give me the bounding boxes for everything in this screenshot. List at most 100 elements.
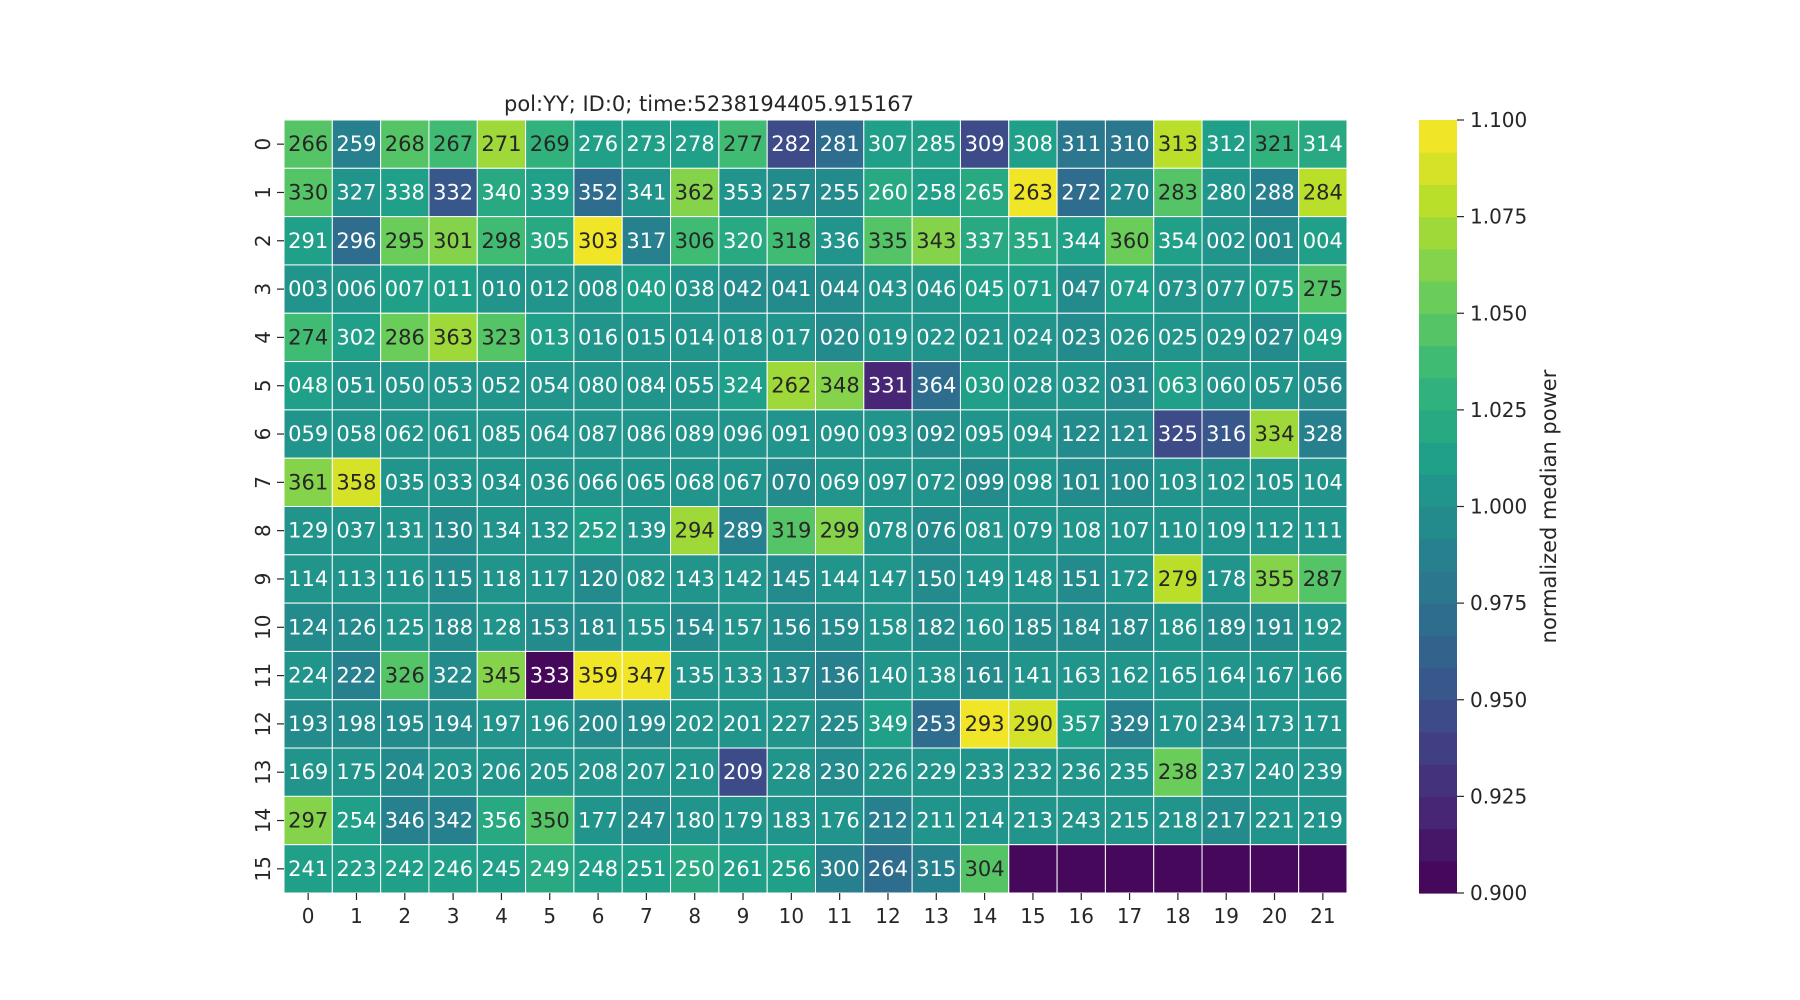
cell-label: 316 [1206,422,1246,446]
x-tick-label: 15 [1020,904,1045,928]
cell-label: 210 [675,760,715,784]
heatmap-cell [1298,650,1348,701]
heatmap-cell [1056,747,1106,797]
heatmap-cell [1249,844,1300,894]
cell-label: 234 [1206,712,1246,736]
heatmap-cell [1153,312,1203,363]
heatmap-cells: 266 259 268 267 271 269 276 273 278 277 282 281 307 2… [283,119,1348,894]
heatmap-cell [573,312,623,363]
cell-label: 320 [723,229,763,253]
heatmap-cell [1153,457,1203,508]
heatmap-cell [766,409,816,459]
heatmap-cell [1298,554,1348,604]
cell-label: 082 [626,567,666,591]
cell-label: 202 [675,712,715,736]
cell-label: 173 [1254,712,1294,736]
cell-label: 259 [336,132,376,156]
cell-label: 171 [1303,712,1343,736]
cell-label: 043 [868,277,908,301]
cell-label: 113 [336,567,376,591]
cell-label: 130 [433,519,473,543]
colorbar-segment [1419,570,1457,604]
cell-label: 115 [433,567,473,591]
cell-label: 010 [481,277,521,301]
cell-label: 120 [578,567,618,591]
heatmap-cell [670,312,720,363]
cell-label: 356 [481,809,521,833]
cell-label: 102 [1206,470,1246,494]
cell-label: 041 [771,277,811,301]
cell-label: 232 [1013,760,1053,784]
colorbar-segment [1419,281,1457,314]
cell-label: 075 [1254,277,1294,301]
cell-label: 360 [1110,229,1150,253]
heatmap-cell [1153,119,1203,169]
x-tick-label: 13 [924,904,949,928]
cell-label: 078 [868,519,908,543]
cell-label: 310 [1110,132,1150,156]
heatmap-cell [1056,699,1106,749]
heatmap-cell [1201,795,1251,846]
heatmap-cell [1298,795,1348,846]
heatmap-cell [1249,264,1300,314]
heatmap-cell [1153,602,1203,652]
cell-label: 282 [771,132,811,156]
cell-label: 331 [868,374,908,398]
cell-label: 133 [723,664,763,688]
cell-label: 101 [1061,470,1101,494]
colorbar-segment [1419,699,1457,733]
cell-label: 150 [916,567,956,591]
cell-label: 092 [916,422,956,446]
cell-label: 235 [1110,760,1150,784]
x-tick-label: 10 [779,904,804,928]
colorbar-segment [1419,184,1457,218]
colorbar-segment [1419,474,1457,508]
cell-label: 309 [965,132,1005,156]
cell-label: 091 [771,422,811,446]
cell-label: 306 [675,229,715,253]
cell-label: 024 [1013,325,1053,349]
cell-label: 011 [433,277,473,301]
cell-label: 211 [916,809,956,833]
cell-label: 346 [385,809,425,833]
heatmap-cell [573,795,623,846]
heatmap-cell [525,361,575,411]
cell-label: 217 [1206,809,1246,833]
cell-label: 049 [1303,325,1343,349]
heatmap-cell [1008,554,1058,604]
y-tick-label: 15 [251,856,275,881]
heatmap-cell [1008,264,1058,314]
cell-label: 237 [1206,760,1246,784]
cell-label: 337 [965,229,1005,253]
heatmap-cell [525,457,575,508]
cell-label: 252 [578,519,618,543]
cell-label: 299 [820,519,860,543]
y-tick-label: 5 [251,379,275,392]
cell-label: 295 [385,229,425,253]
cell-label: 085 [481,422,521,446]
cell-label: 068 [675,470,715,494]
heatmap-cell [1249,361,1300,411]
heatmap-cell [1008,409,1058,459]
heatmap-cell [670,650,720,701]
cell-label: 067 [723,470,763,494]
cell-label: 242 [385,857,425,881]
cell-label: 076 [916,519,956,543]
cell-label: 033 [433,470,473,494]
heatmap-cell [670,457,720,508]
cell-label: 240 [1254,760,1294,784]
cell-label: 021 [965,325,1005,349]
heatmap-cell [1104,361,1155,411]
colorbar-segment [1419,409,1457,443]
y-tick-label: 3 [251,283,275,296]
cell-label: 327 [336,180,376,204]
x-tick-label: 11 [827,904,852,928]
cell-label: 100 [1110,470,1150,494]
colorbar-segment [1419,248,1457,282]
heatmap-cell [718,650,768,701]
colorbar-tick-label: 1.000 [1470,495,1527,519]
cell-label: 238 [1158,760,1198,784]
heatmap-cell [476,650,527,701]
heatmap-cell [1104,167,1155,218]
heatmap-cell [863,506,913,556]
